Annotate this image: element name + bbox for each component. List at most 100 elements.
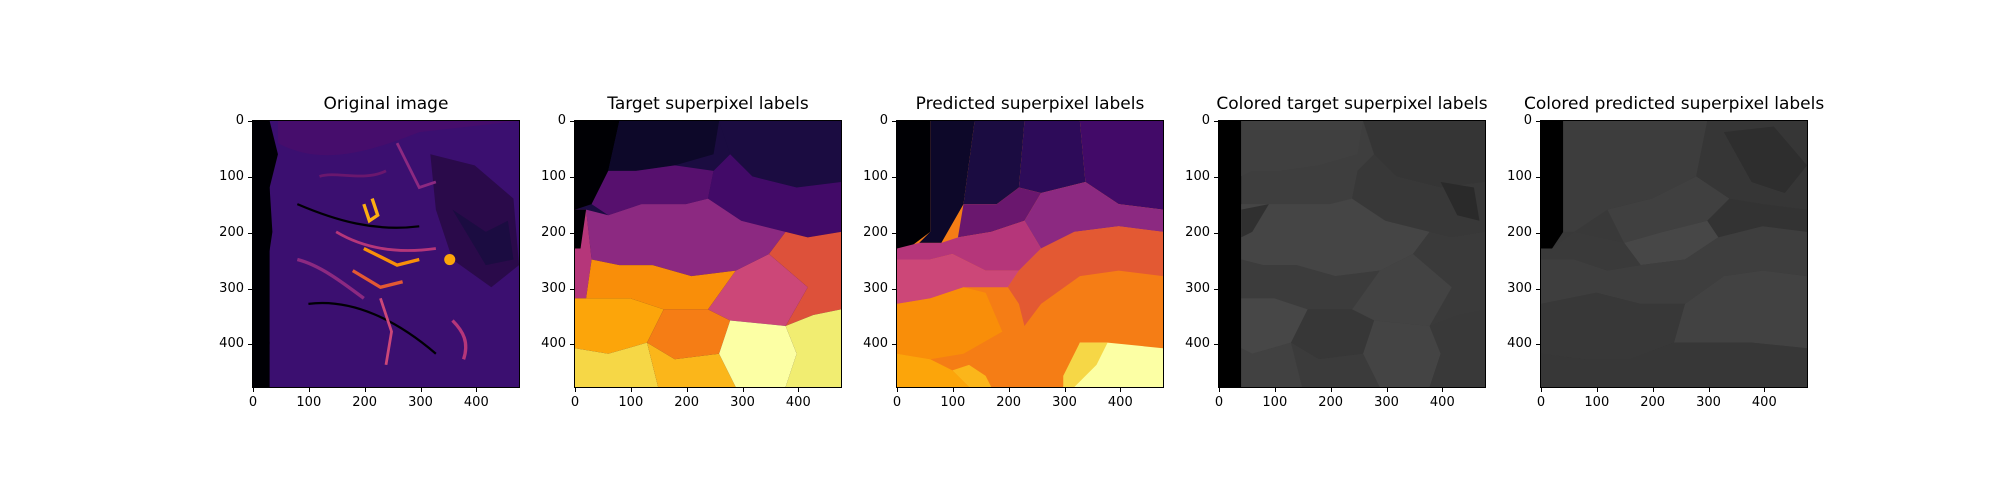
- x-tick-label: 300: [730, 395, 755, 410]
- x-tick-mark: [742, 387, 744, 392]
- x-tick-label: 0: [1536, 395, 1546, 410]
- x-tick-label: 100: [1262, 395, 1288, 410]
- y-tick-label: 300: [219, 280, 244, 296]
- x-tick-mark: [1386, 387, 1388, 392]
- x-tick-label: 300: [1374, 395, 1399, 410]
- x-tick-mark: [1064, 387, 1066, 392]
- y-tick-label: 400: [1185, 336, 1210, 352]
- x-tick-mark: [1330, 387, 1332, 392]
- x-tick-mark: [1541, 387, 1542, 392]
- x-tick-label: 200: [1640, 395, 1666, 410]
- y-tick-mark: [1214, 344, 1219, 346]
- target-labels-raster: [575, 121, 841, 387]
- x-tick-label: 400: [785, 395, 811, 410]
- y-tick-mark: [1214, 288, 1219, 290]
- y-tick-mark: [1536, 232, 1541, 234]
- x-tick-label: 0: [1214, 395, 1224, 410]
- y-tick-label: 300: [1185, 280, 1210, 296]
- x-tick-mark: [798, 387, 800, 392]
- x-tick-label: 100: [940, 395, 966, 410]
- x-tick-mark: [630, 387, 632, 392]
- y-tick-mark: [1536, 176, 1541, 178]
- x-tick-label: 100: [1584, 395, 1610, 410]
- y-tick-label: 100: [219, 168, 244, 184]
- y-tick-label: 400: [541, 336, 566, 352]
- x-tick-label: 200: [352, 395, 378, 410]
- x-tick-label: 400: [1107, 395, 1133, 410]
- x-tick-label: 0: [892, 395, 902, 410]
- image-axes: 0 100 200 300 400 0 100 200 300 400: [1185, 113, 1486, 410]
- x-tick-label: 100: [296, 395, 322, 410]
- x-tick-mark: [686, 387, 688, 392]
- predicted-labels-raster: [897, 121, 1163, 387]
- x-tick-label: 300: [408, 395, 433, 410]
- y-tick-mark: [1536, 288, 1541, 290]
- x-tick-mark: [253, 387, 254, 392]
- y-tick-mark: [248, 288, 253, 290]
- x-tick-label: 100: [618, 395, 644, 410]
- y-tick-mark: [1536, 344, 1541, 346]
- y-tick-mark: [1214, 176, 1219, 178]
- y-tick-label: 0: [879, 113, 888, 128]
- y-tick-label: 300: [863, 280, 888, 296]
- y-tick-mark: [248, 344, 253, 346]
- y-tick-mark: [892, 121, 897, 122]
- panel-target-labels: Target superpixel labels: [541, 0, 858, 500]
- x-tick-mark: [1764, 387, 1766, 392]
- y-tick-label: 200: [863, 224, 888, 240]
- panel-title: Colored predicted superpixel labels: [1524, 94, 1825, 114]
- y-tick-mark: [570, 176, 575, 178]
- panel-original-image: Original image: [219, 0, 536, 500]
- y-tick-label: 100: [1507, 168, 1532, 184]
- y-tick-label: 300: [541, 280, 566, 296]
- x-tick-mark: [1596, 387, 1598, 392]
- y-tick-mark: [248, 232, 253, 234]
- x-tick-mark: [575, 387, 576, 392]
- y-tick-mark: [570, 344, 575, 346]
- y-tick-label: 100: [863, 168, 888, 184]
- image-axes: 0 100 200 300 400 0 100 200 300 400: [219, 113, 520, 410]
- panel-title: Predicted superpixel labels: [915, 94, 1145, 114]
- x-tick-mark: [952, 387, 954, 392]
- x-tick-label: 200: [1318, 395, 1344, 410]
- y-tick-label: 200: [219, 224, 244, 240]
- y-tick-label: 0: [1523, 113, 1532, 128]
- image-axes: 0 100 200 300 400 0 100 200 300 400: [1507, 113, 1808, 410]
- colored-target-labels-raster: [1219, 121, 1485, 387]
- y-tick-mark: [1536, 121, 1541, 122]
- y-tick-mark: [248, 121, 253, 122]
- x-tick-label: 0: [248, 395, 258, 410]
- panel-colored-target-labels: Colored target superpixel labels: [1185, 0, 1502, 500]
- y-tick-label: 200: [1507, 224, 1532, 240]
- panel-colored-predicted-labels: Colored predicted superpixel labels 0 100…: [1507, 0, 1825, 500]
- y-tick-label: 100: [541, 168, 566, 184]
- x-tick-mark: [897, 387, 898, 392]
- y-tick-label: 200: [541, 224, 566, 240]
- y-tick-label: 200: [1185, 224, 1210, 240]
- x-tick-label: 200: [996, 395, 1022, 410]
- y-tick-mark: [1214, 121, 1219, 122]
- x-tick-mark: [1219, 387, 1220, 392]
- original-image-raster: [253, 121, 519, 387]
- x-tick-label: 300: [1052, 395, 1077, 410]
- image-axes: 0 100 200 300 400 0 100 200 300 400: [541, 113, 842, 410]
- y-tick-mark: [892, 344, 897, 346]
- image-axes: 0 100 200 300 400 0 100 200 300 400: [863, 113, 1164, 410]
- y-tick-label: 0: [557, 113, 566, 128]
- y-tick-label: 400: [863, 336, 888, 352]
- y-tick-mark: [570, 232, 575, 234]
- y-tick-label: 300: [1507, 280, 1532, 296]
- y-tick-mark: [892, 232, 897, 234]
- panel-title: Original image: [323, 94, 449, 114]
- x-tick-label: 0: [570, 395, 580, 410]
- panel-predicted-labels: Predicted superpixel labels 0 10: [863, 0, 1180, 500]
- x-tick-mark: [1274, 387, 1276, 392]
- x-tick-mark: [1008, 387, 1010, 392]
- x-tick-mark: [1442, 387, 1444, 392]
- x-tick-label: 400: [463, 395, 489, 410]
- y-tick-label: 400: [1507, 336, 1532, 352]
- y-tick-label: 0: [1201, 113, 1210, 128]
- y-tick-label: 100: [1185, 168, 1210, 184]
- y-tick-mark: [570, 288, 575, 290]
